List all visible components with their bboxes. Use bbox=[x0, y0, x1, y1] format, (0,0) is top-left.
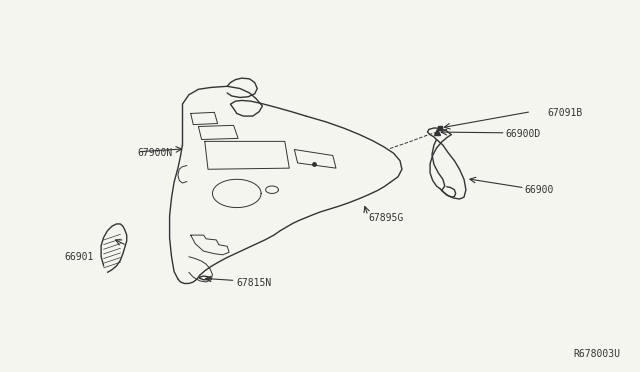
Text: 66901: 66901 bbox=[64, 252, 93, 262]
Text: 66900: 66900 bbox=[525, 185, 554, 195]
Text: 66900D: 66900D bbox=[506, 129, 541, 139]
Text: 67900N: 67900N bbox=[138, 148, 173, 157]
Text: 67895G: 67895G bbox=[368, 213, 403, 222]
Text: 67091B: 67091B bbox=[547, 109, 582, 118]
Text: R678003U: R678003U bbox=[574, 349, 621, 359]
Text: 67815N: 67815N bbox=[237, 278, 272, 288]
